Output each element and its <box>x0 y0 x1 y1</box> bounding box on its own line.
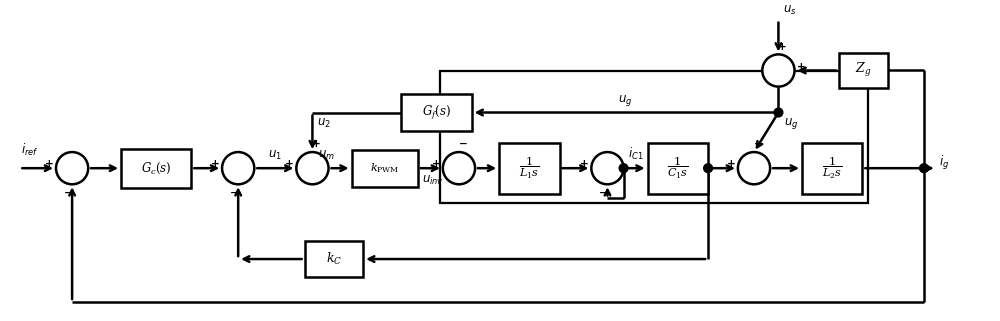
Circle shape <box>443 152 475 184</box>
Text: −: − <box>459 139 467 149</box>
Bar <box>839 53 888 88</box>
Text: +: + <box>45 159 54 169</box>
Text: $G_c(s)$: $G_c(s)$ <box>141 160 171 176</box>
Text: $u_s$: $u_s$ <box>783 4 797 17</box>
Text: +: + <box>727 159 735 169</box>
Bar <box>440 72 868 204</box>
Bar <box>121 149 191 188</box>
Text: $u_m$: $u_m$ <box>318 149 335 162</box>
Bar <box>802 143 862 194</box>
Text: +: + <box>797 62 806 72</box>
Text: $u_{inv}$: $u_{inv}$ <box>422 174 444 187</box>
Text: +: + <box>580 159 589 169</box>
Circle shape <box>920 164 928 173</box>
Bar <box>648 143 708 194</box>
Circle shape <box>774 108 783 117</box>
Text: $u_g$: $u_g$ <box>618 93 632 108</box>
Circle shape <box>296 152 329 184</box>
Text: $i_g$: $i_g$ <box>939 154 949 172</box>
Text: +: + <box>211 159 220 169</box>
Text: $i_{ref}$: $i_{ref}$ <box>21 142 39 159</box>
Circle shape <box>591 152 624 184</box>
Bar <box>401 94 472 131</box>
Bar <box>499 143 560 194</box>
Text: $i_{C1}$: $i_{C1}$ <box>628 146 643 162</box>
Text: −: − <box>754 139 762 149</box>
Circle shape <box>738 152 770 184</box>
Bar <box>352 150 418 187</box>
Text: −: − <box>64 188 73 198</box>
Bar <box>305 241 363 277</box>
Text: +: + <box>778 41 787 52</box>
Circle shape <box>619 164 628 173</box>
Text: $k_C$: $k_C$ <box>326 251 342 267</box>
Text: $u_2$: $u_2$ <box>317 117 331 131</box>
Circle shape <box>762 54 795 87</box>
Circle shape <box>222 152 254 184</box>
Circle shape <box>704 164 712 173</box>
Text: −: − <box>599 188 608 198</box>
Text: $\dfrac{1}{L_2 s}$: $\dfrac{1}{L_2 s}$ <box>822 156 842 181</box>
Text: +: + <box>312 139 321 149</box>
Text: $\dfrac{1}{L_1 s}$: $\dfrac{1}{L_1 s}$ <box>519 156 540 181</box>
Text: $\dfrac{1}{C_1 s}$: $\dfrac{1}{C_1 s}$ <box>667 156 689 181</box>
Text: $u_1$: $u_1$ <box>268 149 282 162</box>
Text: −: − <box>230 188 239 198</box>
Text: $u_g$: $u_g$ <box>784 117 799 131</box>
Text: $k_\mathrm{PWM}$: $k_\mathrm{PWM}$ <box>370 161 399 175</box>
Text: $Z_g$: $Z_g$ <box>855 62 872 80</box>
Text: $G_f(s)$: $G_f(s)$ <box>422 103 451 122</box>
Text: +: + <box>285 159 294 169</box>
Circle shape <box>56 152 88 184</box>
Text: +: + <box>432 159 440 169</box>
